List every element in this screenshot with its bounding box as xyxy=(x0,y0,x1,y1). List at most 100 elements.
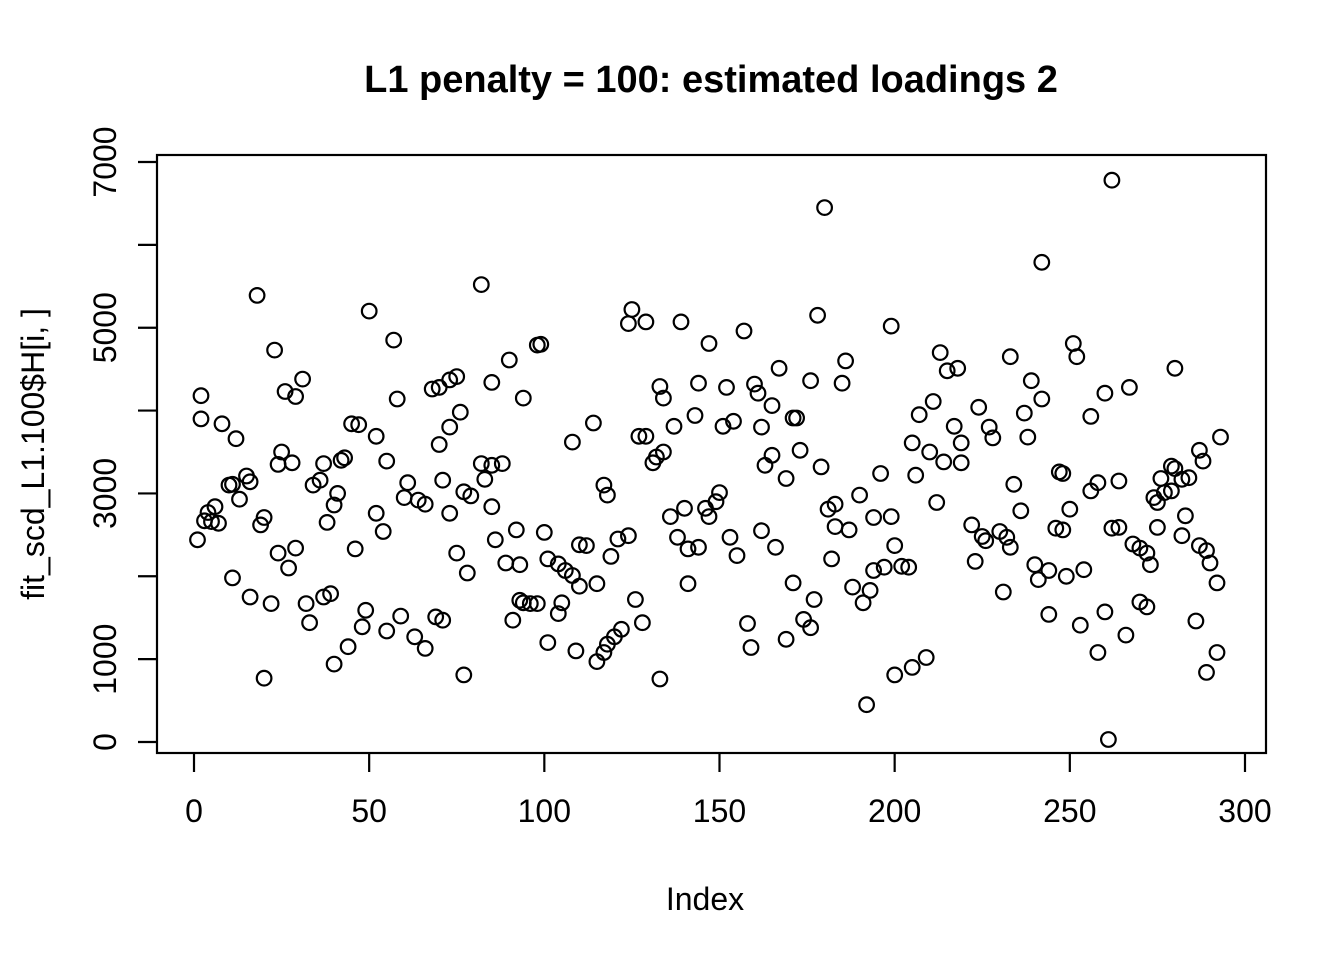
y-tick-label: 3000 xyxy=(87,458,123,529)
data-point xyxy=(805,591,823,608)
data-point xyxy=(1033,390,1051,408)
data-point xyxy=(714,417,732,435)
data-point xyxy=(700,508,718,525)
data-point xyxy=(882,317,900,335)
data-point xyxy=(571,536,588,554)
data-point xyxy=(1099,731,1117,748)
data-point xyxy=(497,554,515,572)
data-point xyxy=(998,528,1016,546)
data-point xyxy=(767,538,784,556)
x-axis: 0 50 100 150 200 250 300 xyxy=(185,753,1272,829)
data-point xyxy=(339,638,357,656)
data-point xyxy=(725,412,742,430)
data-point xyxy=(1148,519,1166,536)
data-point xyxy=(966,553,984,570)
data-point xyxy=(315,455,333,473)
x-tick-label: 200 xyxy=(868,793,921,829)
data-point xyxy=(455,666,473,684)
data-point xyxy=(812,458,830,476)
data-point xyxy=(231,490,248,508)
data-point xyxy=(416,640,434,657)
data-point xyxy=(1162,482,1180,500)
data-point xyxy=(1198,542,1215,559)
data-point xyxy=(651,670,669,688)
data-point xyxy=(826,518,844,535)
data-point xyxy=(791,441,809,459)
data-point xyxy=(1173,470,1191,488)
data-point xyxy=(276,383,294,400)
data-point xyxy=(1071,616,1089,634)
data-point xyxy=(350,416,368,434)
data-point xyxy=(620,315,637,333)
data-point xyxy=(564,433,581,451)
data-point xyxy=(511,591,529,609)
data-point xyxy=(602,548,620,565)
data-point xyxy=(1061,500,1079,518)
data-point xyxy=(1001,348,1019,366)
y-axis: 0 1000 3000 5000 7000 xyxy=(87,126,157,751)
x-tick-label: 50 xyxy=(351,793,387,829)
data-point xyxy=(858,696,875,714)
data-point xyxy=(329,485,347,502)
data-point xyxy=(283,454,301,472)
data-point xyxy=(826,495,844,513)
data-point xyxy=(595,644,613,661)
data-point xyxy=(549,605,567,622)
y-axis-label: fit_scd_L1.100$H[i, ] xyxy=(15,308,51,600)
x-tick-label: 100 xyxy=(518,793,571,829)
data-point xyxy=(742,639,760,656)
data-point xyxy=(770,359,788,377)
data-point xyxy=(1096,384,1114,402)
data-point xyxy=(907,466,925,484)
data-point xyxy=(241,473,259,491)
data-point xyxy=(493,455,511,473)
data-point xyxy=(367,504,385,522)
data-point xyxy=(416,495,434,513)
data-point xyxy=(917,649,935,666)
data-point xyxy=(224,475,241,493)
data-point xyxy=(1096,603,1114,621)
data-point xyxy=(630,427,648,445)
data-point xyxy=(1082,408,1100,425)
data-point xyxy=(1033,253,1051,271)
data-point xyxy=(931,344,949,362)
data-point xyxy=(1110,519,1128,536)
data-point xyxy=(903,659,921,676)
data-point xyxy=(690,374,707,392)
data-point xyxy=(634,614,651,632)
data-point xyxy=(595,476,613,494)
data-point xyxy=(227,430,245,448)
data-point xyxy=(192,410,210,428)
data-point xyxy=(952,434,970,452)
data-point xyxy=(311,471,329,489)
data-point xyxy=(521,595,539,612)
data-point xyxy=(749,384,767,402)
data-point xyxy=(1166,359,1184,377)
data-point xyxy=(1212,428,1229,446)
data-point xyxy=(1176,507,1194,525)
y-tick-label: 7000 xyxy=(87,126,123,197)
data-point xyxy=(865,509,882,526)
data-point xyxy=(924,393,942,410)
data-point xyxy=(430,436,448,453)
data-point xyxy=(266,341,284,359)
data-point xyxy=(395,489,413,507)
data-point xyxy=(441,418,459,436)
data-point xyxy=(669,528,686,546)
data-point xyxy=(1117,626,1135,644)
data-point xyxy=(1089,474,1107,492)
data-point xyxy=(511,556,529,574)
data-point xyxy=(900,558,918,576)
data-point xyxy=(886,537,904,554)
data-point xyxy=(458,564,476,582)
data-point xyxy=(224,569,241,587)
data-point xyxy=(686,407,704,424)
data-point xyxy=(637,427,655,445)
data-point xyxy=(406,628,424,646)
data-point xyxy=(343,415,361,433)
data-point xyxy=(875,558,893,576)
data-point xyxy=(1110,472,1128,490)
data-point xyxy=(1198,664,1215,681)
data-point xyxy=(627,591,644,608)
